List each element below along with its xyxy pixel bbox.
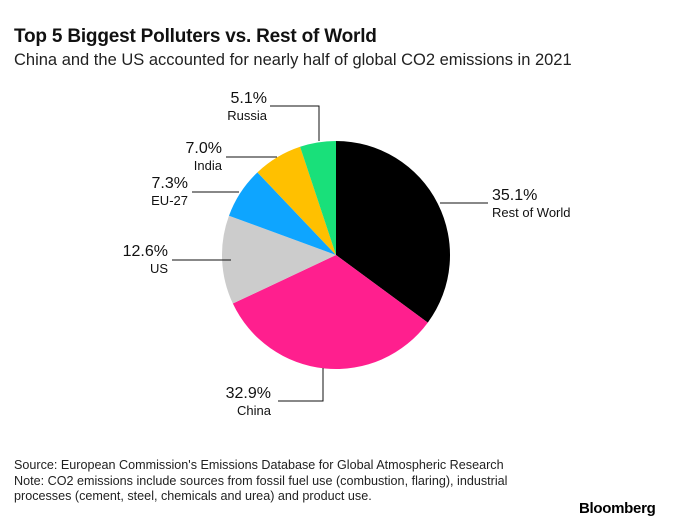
leader-lines bbox=[172, 105, 488, 402]
chart-title: Top 5 Biggest Polluters vs. Rest of Worl… bbox=[14, 26, 377, 47]
category-label-us: US bbox=[150, 261, 168, 276]
pie-slices bbox=[221, 141, 451, 370]
pie-slice-russia bbox=[300, 141, 336, 255]
pie-slice-eu-27 bbox=[228, 172, 336, 255]
chart-subtitle: China and the US accounted for nearly ha… bbox=[14, 51, 572, 69]
value-label-china: 32.9% bbox=[226, 385, 271, 402]
pie-slice-us bbox=[221, 215, 336, 304]
leader-line-russia bbox=[270, 105, 320, 141]
category-label-russia: Russia bbox=[227, 108, 268, 123]
value-label-india: 7.0% bbox=[186, 140, 222, 157]
category-label-eu-27: EU-27 bbox=[151, 193, 188, 208]
leader-line-china bbox=[278, 368, 324, 402]
value-label-eu-27: 7.3% bbox=[152, 175, 188, 192]
category-label-india: India bbox=[194, 158, 223, 173]
value-label-rest-of-world: 35.1% bbox=[492, 187, 537, 204]
note-text: Note: CO2 emissions include sources from… bbox=[14, 473, 508, 504]
category-label-rest-of-world: Rest of World bbox=[492, 205, 571, 220]
slice-labels: 35.1%Rest of World 32.9%China 12.6%US 7.3%E… bbox=[123, 90, 571, 418]
pie-slice-rest-of-world bbox=[336, 141, 451, 323]
bloomberg-logo: Bloomberg bbox=[579, 500, 656, 517]
source-block: Source: European Commission's Emissions … bbox=[14, 458, 544, 505]
pie-slice-china bbox=[232, 255, 428, 370]
source-text: Source: European Commission's Emissions … bbox=[14, 458, 504, 472]
pie-slice-india bbox=[257, 146, 336, 255]
value-label-russia: 5.1% bbox=[231, 90, 267, 107]
category-label-china: China bbox=[237, 403, 272, 418]
value-label-us: 12.6% bbox=[123, 243, 168, 260]
